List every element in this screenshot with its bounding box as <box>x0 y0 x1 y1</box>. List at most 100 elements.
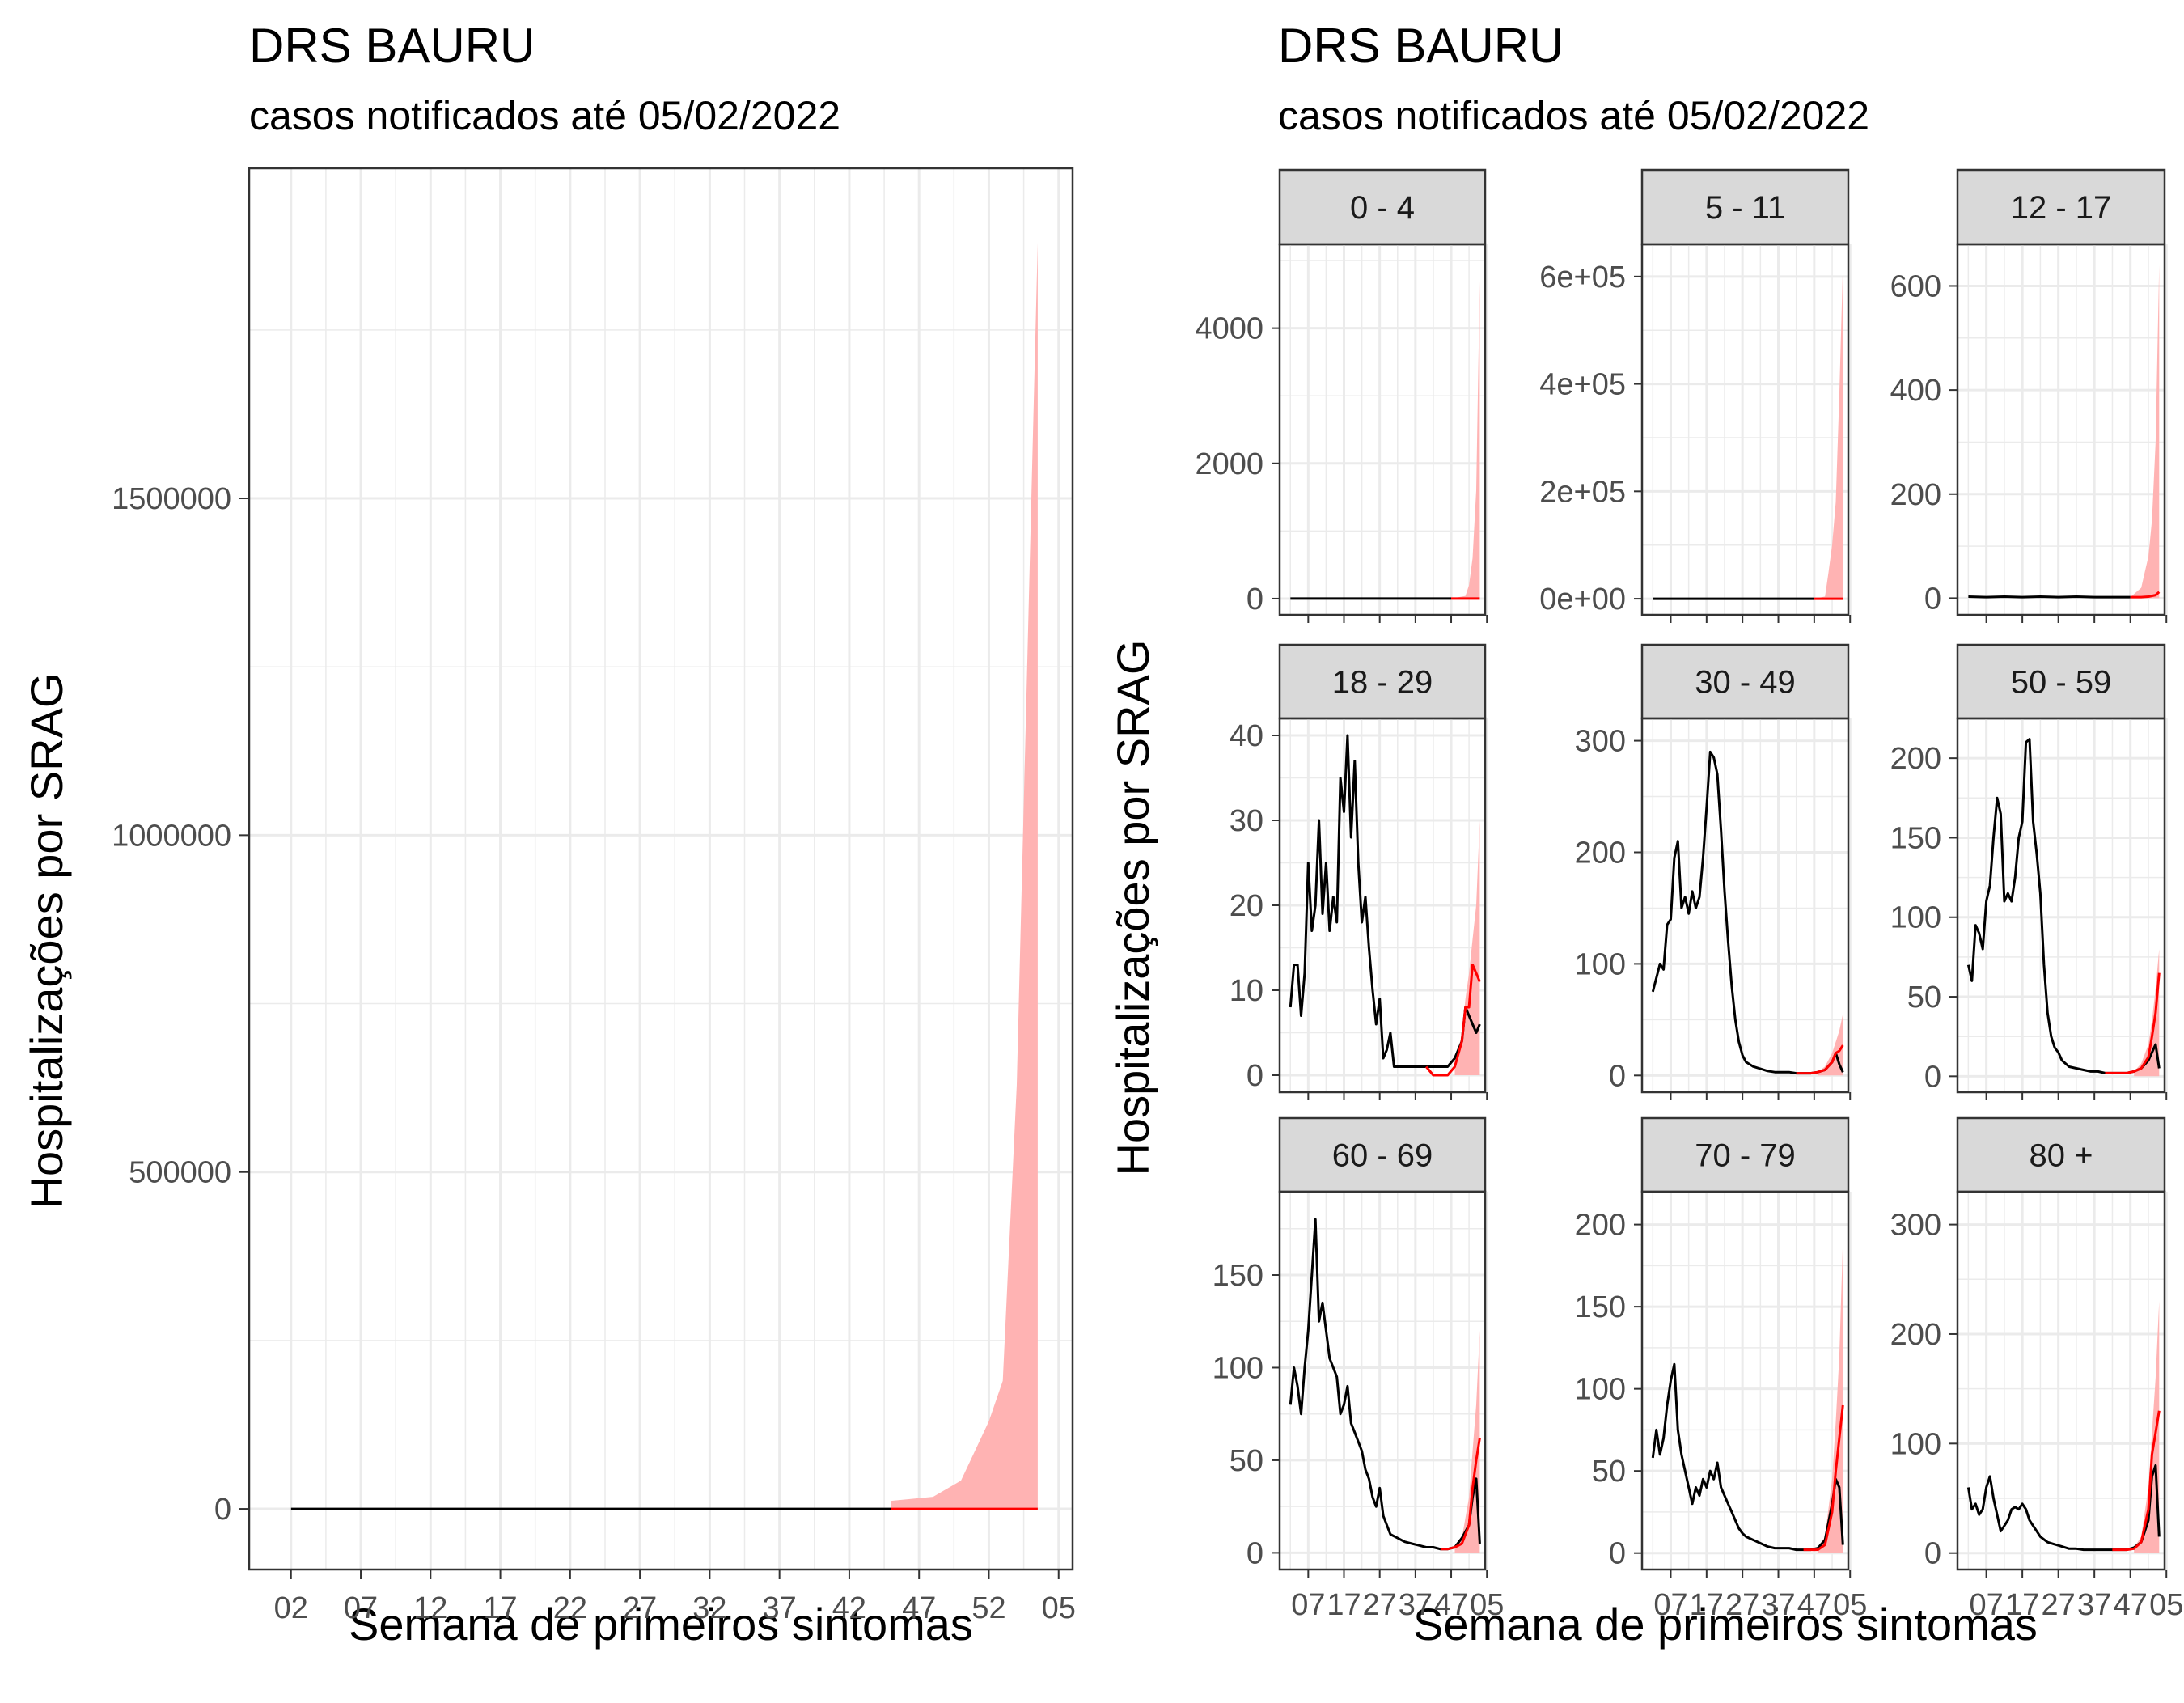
facet-gridlines <box>1642 244 1852 615</box>
facet-panel-border <box>1640 1190 1850 1571</box>
facet-gridlines <box>1280 1192 1488 1570</box>
facet-strip <box>1640 168 1850 246</box>
facet-nowcast-band <box>1451 281 1480 599</box>
left-x-tick-label: 22 <box>553 1591 587 1625</box>
facet-x-tick-label: 37 <box>1761 1588 1795 1622</box>
facet-nowcast-band <box>2130 265 2160 599</box>
left-y-tick-label: 1000000 <box>112 819 231 853</box>
facet-y-tick-label: 0 <box>1924 1060 1941 1094</box>
facet-panel-border <box>1956 717 2166 1094</box>
facet-y-tick-label: 50 <box>1907 981 1941 1015</box>
facet-nowcast-band <box>1818 1014 1843 1076</box>
facet-strip <box>1956 1116 2166 1193</box>
facet-x-tick-label: 27 <box>1725 1588 1759 1622</box>
facet-x-tick-label: 05 <box>1833 1588 1867 1622</box>
facet-y-tick-label: 0 <box>1609 1059 1626 1093</box>
facet-gridlines <box>1642 1192 1852 1570</box>
facet-y-tick-label: 6e+05 <box>1539 261 1626 294</box>
facet-x-tick-label: 37 <box>1399 1588 1433 1622</box>
facet-panel-border <box>1956 1190 2166 1571</box>
facet-x-tick-label: 27 <box>2042 1588 2076 1622</box>
facet-x-tick-label: 05 <box>2149 1588 2183 1622</box>
facet-strip <box>1956 643 2166 720</box>
facet-panel-border <box>1278 1190 1487 1571</box>
facet-panel: 0 - 4 0 2000 4000 <box>1195 168 1488 623</box>
facet-y-tick-label: 40 <box>1230 719 1263 753</box>
facet-nowcast-line <box>2130 591 2161 599</box>
left-y-axis-label: Hospitalizações por SRAG <box>21 673 72 1209</box>
facet-x-tick-label: 05 <box>1470 1588 1504 1622</box>
facet-x-tick-label: 47 <box>2114 1588 2148 1622</box>
facet-panel: 18 - 29 0 10 20 30 40 <box>1230 643 1488 1100</box>
facet-y-tick-label: 200 <box>1890 1318 1941 1352</box>
facet-nowcast-band <box>1454 820 1480 1075</box>
facet-panel-border <box>1278 717 1487 1094</box>
facet-strip-label: 0 - 4 <box>1350 190 1415 226</box>
left-title: DRS BAURU <box>249 19 535 73</box>
facet-y-tick-label: 100 <box>1575 1373 1626 1407</box>
facet-y-tick-label: 400 <box>1890 374 1941 408</box>
facet-nowcast-band <box>2134 949 2160 1077</box>
facet-gridlines <box>1280 718 1488 1092</box>
left-x-tick-label: 05 <box>1042 1591 1076 1625</box>
facet-y-tick-label: 300 <box>1575 725 1626 759</box>
facet-y-tick-label: 0 <box>1246 582 1263 616</box>
facet-y-tick-label: 200 <box>1575 1209 1626 1243</box>
facet-panel: 80 + 07 17 27 37 47 05 0 100 200 300 <box>1890 1116 2183 1622</box>
facet-x-tick-label: 27 <box>1363 1588 1397 1622</box>
facet-x-tick-label: 47 <box>1434 1588 1468 1622</box>
left-subtitle: casos notificados até 05/02/2022 <box>249 93 840 138</box>
facet-panel: 12 - 17 0 200 400 600 <box>1890 168 2168 623</box>
facet-x-tick-label: 07 <box>1969 1588 2003 1622</box>
facet-y-tick-label: 150 <box>1575 1290 1626 1324</box>
facet-x-tick-label: 07 <box>1291 1588 1325 1622</box>
facet-nowcast-line <box>2112 1410 2161 1552</box>
facet-nowcast-line <box>1424 964 1481 1077</box>
facet-strip <box>1640 643 1850 720</box>
left-gridlines <box>249 168 1073 1570</box>
right-title: DRS BAURU <box>1278 19 1564 73</box>
facet-strip-label: 70 - 79 <box>1695 1138 1796 1174</box>
facet-gridlines <box>1958 244 2168 615</box>
facet-y-tick-label: 4e+05 <box>1539 368 1626 402</box>
left-panel-border <box>248 167 1074 1571</box>
facet-y-tick-label: 200 <box>1890 478 1941 512</box>
left-x-tick-label: 12 <box>413 1591 447 1625</box>
facet-y-tick-label: 20 <box>1230 889 1263 923</box>
facet-y-tick-label: 100 <box>1213 1351 1263 1385</box>
facet-y-tick-label: 2000 <box>1195 447 1263 481</box>
facet-y-tick-label: 0 <box>1246 1059 1263 1093</box>
facet-y-tick-label: 4000 <box>1195 312 1263 346</box>
facet-x-tick-label: 37 <box>2077 1588 2111 1622</box>
facet-y-tick-label: 100 <box>1890 901 1941 935</box>
facet-gridlines <box>1280 244 1488 615</box>
facet-panel: 5 - 11 0e+00 2e+05 4e+05 6e+05 <box>1539 168 1852 623</box>
facet-y-tick-label: 0 <box>1609 1537 1626 1571</box>
left-x-tick-label: 42 <box>832 1591 866 1625</box>
left-x-tick-label: 47 <box>902 1591 936 1625</box>
facet-x-tick-label: 07 <box>1653 1588 1687 1622</box>
facet-strip-label: 50 - 59 <box>2011 665 2112 701</box>
facet-nowcast-line <box>2105 972 2161 1074</box>
left-x-tick-label: 07 <box>344 1591 378 1625</box>
left-y-tick-label: 500000 <box>129 1156 231 1190</box>
facet-y-tick-label: 50 <box>1592 1455 1626 1489</box>
facet-panel: 30 - 49 0 100 200 300 <box>1575 643 1852 1100</box>
right-subtitle: casos notificados até 05/02/2022 <box>1278 93 1869 138</box>
facet-strip-label: 18 - 29 <box>1332 665 1433 701</box>
facet-panel-border <box>1278 243 1487 616</box>
left-x-tick-label: 37 <box>763 1591 797 1625</box>
facet-y-tick-label: 30 <box>1230 804 1263 838</box>
facet-y-tick-label: 0e+00 <box>1539 582 1626 616</box>
facet-strip <box>1278 1116 1487 1193</box>
facet-y-tick-label: 50 <box>1230 1444 1263 1478</box>
left-x-axis-label: Semana de primeiros sintomas <box>349 1599 973 1650</box>
facet-nowcast-line <box>1803 1404 1844 1552</box>
facet-y-tick-label: 300 <box>1890 1209 1941 1243</box>
facet-panel: 60 - 69 07 17 27 37 47 05 0 50 100 150 <box>1213 1116 1504 1622</box>
facet-gridlines <box>1958 1192 2168 1570</box>
facet-x-tick-label: 47 <box>1797 1588 1831 1622</box>
facet-strip-label: 30 - 49 <box>1695 665 1796 701</box>
